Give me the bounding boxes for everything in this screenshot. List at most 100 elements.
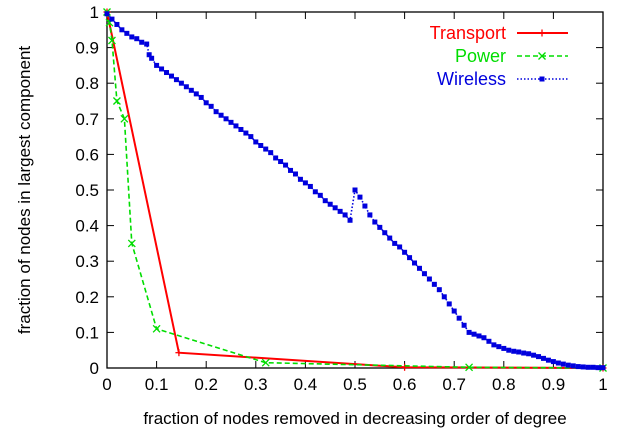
data-point: [337, 208, 343, 214]
data-point: [261, 358, 270, 367]
data-point: [372, 219, 378, 225]
data-point: [585, 364, 591, 370]
data-point: [531, 352, 537, 358]
y-tick-label: 0.2: [75, 288, 99, 307]
y-tick-label: 0: [90, 359, 99, 378]
data-point: [377, 224, 383, 230]
series-line-power: [106, 11, 604, 369]
data-point: [431, 281, 437, 287]
data-point: [565, 362, 571, 368]
legend-label-power: Power: [455, 46, 506, 66]
data-point: [120, 114, 129, 123]
data-point: [382, 230, 388, 236]
data-point: [283, 162, 289, 168]
data-point: [124, 30, 130, 36]
data-point: [456, 315, 462, 321]
data-point: [263, 146, 269, 152]
data-point: [545, 357, 551, 363]
data-point: [550, 359, 556, 365]
data-point: [164, 70, 170, 76]
data-point: [401, 363, 409, 371]
data-point: [471, 331, 477, 337]
data-point: [208, 103, 214, 109]
data-point: [407, 255, 413, 261]
data-point: [139, 39, 145, 45]
data-point: [198, 94, 204, 100]
data-point: [312, 189, 318, 195]
data-point: [516, 349, 522, 355]
data-point: [188, 87, 194, 93]
data-point: [322, 198, 328, 204]
data-point: [357, 194, 363, 200]
x-tick-label: 0.6: [393, 375, 417, 394]
x-tick-label: 0.3: [244, 375, 268, 394]
data-point: [595, 365, 601, 371]
x-tick-label: 0.7: [442, 375, 466, 394]
data-point: [476, 333, 482, 339]
data-point: [168, 73, 174, 79]
data-point: [426, 276, 432, 282]
data-point: [327, 201, 333, 207]
data-point: [352, 187, 358, 193]
data-point: [146, 52, 152, 58]
data-point: [297, 176, 303, 182]
data-point: [268, 150, 274, 156]
data-point: [243, 130, 249, 136]
data-point: [511, 348, 517, 354]
ticks-layer: 0 0.1 0.2 0.3 0.4 0.5 0.6 0.7 0.8 0.9 1 0 0.1 0.2 0.3 0…: [75, 3, 607, 394]
x-tick-label: 0.4: [294, 375, 318, 394]
legend-marker: [538, 29, 546, 37]
data-point: [560, 361, 566, 367]
data-point: [218, 112, 224, 118]
data-point: [213, 109, 219, 115]
y-tick-label: 1: [90, 3, 99, 22]
data-point: [362, 203, 368, 209]
x-tick-label: 1: [598, 375, 607, 394]
y-tick-label: 0.8: [75, 74, 99, 93]
data-point: [392, 240, 398, 246]
data-point: [451, 308, 457, 314]
data-point: [397, 244, 403, 250]
data-point: [416, 265, 422, 271]
data-point: [387, 235, 393, 241]
data-point: [253, 139, 259, 145]
x-tick-label: 0.8: [492, 375, 516, 394]
data-point: [496, 344, 502, 350]
data-point: [590, 364, 596, 370]
data-point: [580, 364, 586, 370]
data-point: [461, 322, 467, 328]
data-point: [183, 84, 189, 90]
data-point: [342, 212, 348, 218]
data-point: [600, 365, 606, 371]
data-point: [278, 159, 284, 165]
data-point: [570, 363, 576, 369]
data-point: [144, 41, 150, 47]
y-axis-label: fraction of nodes in largest component: [15, 46, 34, 335]
data-point: [248, 134, 254, 140]
data-point: [154, 62, 160, 68]
data-point: [288, 167, 294, 173]
data-point: [233, 123, 239, 129]
y-tick-label: 0.6: [75, 145, 99, 164]
data-point: [193, 91, 199, 97]
data-point: [441, 294, 447, 300]
data-point: [540, 355, 546, 361]
data-point: [307, 183, 313, 189]
data-point: [486, 338, 492, 344]
data-point: [501, 345, 507, 351]
data-point: [152, 324, 161, 333]
data-point: [109, 16, 115, 22]
data-point: [412, 260, 418, 266]
data-point: [436, 287, 442, 293]
data-point: [258, 143, 264, 148]
data-point: [347, 217, 353, 223]
y-tick-label: 0.4: [75, 217, 99, 236]
data-point: [317, 192, 323, 198]
data-point: [466, 329, 472, 335]
data-point: [178, 80, 184, 86]
data-point: [203, 100, 209, 106]
x-tick-label: 0.9: [542, 375, 566, 394]
data-point: [134, 36, 140, 42]
data-point: [175, 349, 183, 357]
